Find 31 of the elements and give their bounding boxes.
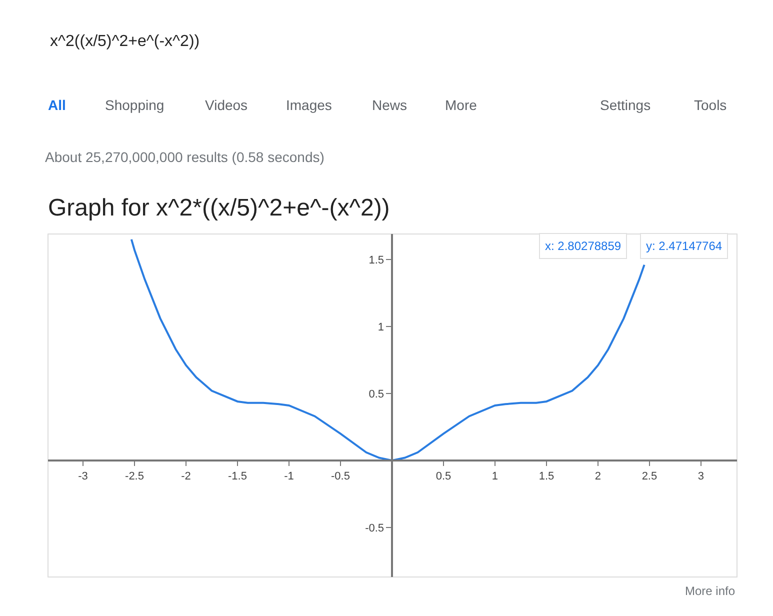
text: More	[445, 97, 478, 113]
y-tick-label: 1.5	[368, 254, 384, 266]
x-tick-label: -3	[78, 470, 88, 482]
x-tick-label: 1.5	[538, 470, 554, 482]
text: Settings	[600, 97, 651, 113]
line-series	[130, 238, 646, 462]
x-tick-label: -2	[181, 470, 191, 482]
text: All	[48, 97, 66, 113]
annotation: x: 2.80278859	[545, 239, 622, 253]
y-tick-label: -0.5	[365, 522, 384, 534]
chart-title: Graph for x^2*((x/5)^2+e^-(x^2))	[48, 194, 390, 222]
x-tick-label: 2.5	[642, 470, 658, 482]
x-tick-label: 0.5	[436, 470, 452, 482]
text: More info	[685, 584, 736, 598]
text: x^2((x/5)^2+e^(-x^2))	[50, 33, 200, 50]
text: About 25,270,000,000 results (0.58 seconds)	[45, 149, 324, 165]
x-tick-label: -1.5	[228, 470, 247, 482]
x-tick-label: 2	[594, 470, 602, 482]
text: News	[372, 97, 408, 113]
text: Images	[286, 97, 332, 113]
x-tick-label: -1	[284, 470, 294, 482]
text: Videos	[205, 97, 248, 113]
y-tick-label: 1	[378, 321, 384, 334]
x-tick-label: -2.5	[125, 470, 144, 482]
x-tick-label: 1	[492, 470, 498, 482]
text: Shopping	[105, 97, 164, 113]
x-tick-label: -0.5	[331, 470, 350, 482]
y-tick-label: 0.5	[368, 388, 384, 400]
annotation: y: 2.47147764	[646, 239, 722, 253]
text: Tools	[694, 97, 727, 113]
x-tick-label: 3	[698, 470, 704, 482]
